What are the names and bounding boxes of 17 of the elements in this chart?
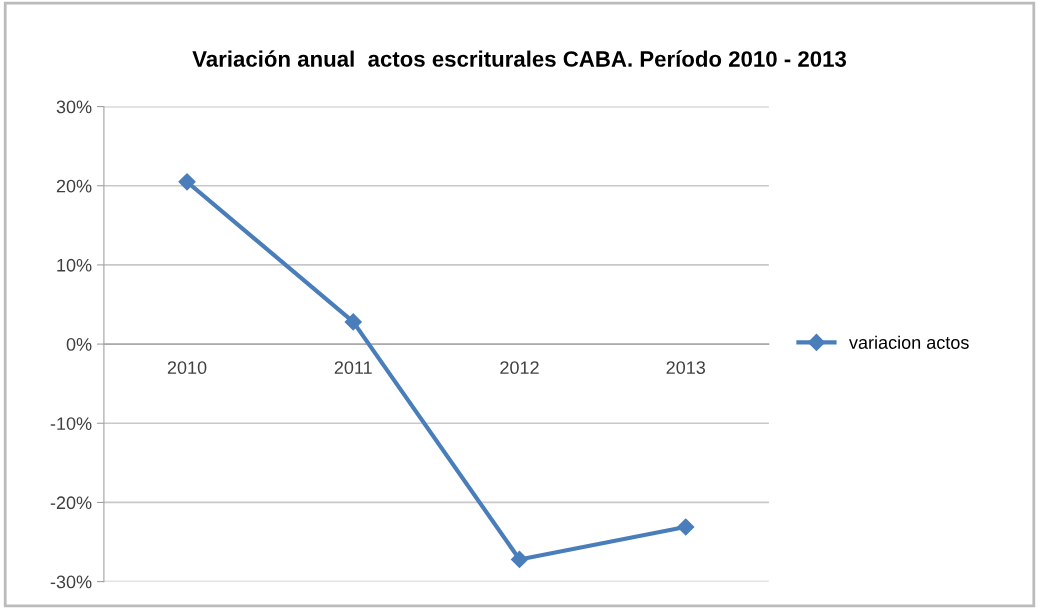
point	[178, 173, 196, 191]
y-tick-label: -10%	[50, 417, 92, 430]
y-tick-label: -30%	[50, 575, 92, 589]
x-tick-label: 2012	[500, 361, 539, 375]
y-tick-label: -20%	[50, 496, 92, 510]
x-tick-label: 2011	[334, 361, 372, 375]
point	[344, 313, 362, 331]
point	[677, 518, 695, 536]
y-tick-label: 0%	[66, 338, 92, 351]
x-tick-label: 2010	[167, 361, 207, 375]
y-tick-label: 20%	[56, 179, 92, 193]
legend-label: variacion actos	[849, 335, 969, 349]
x-tick-label: 2013	[666, 361, 706, 375]
y-tick-label: 30%	[56, 100, 92, 114]
y-tick-label: 10%	[57, 258, 92, 272]
point	[510, 550, 529, 568]
chart-title: Variación anual actos escriturales CABA. Período 2010 - 2013	[192, 50, 847, 67]
